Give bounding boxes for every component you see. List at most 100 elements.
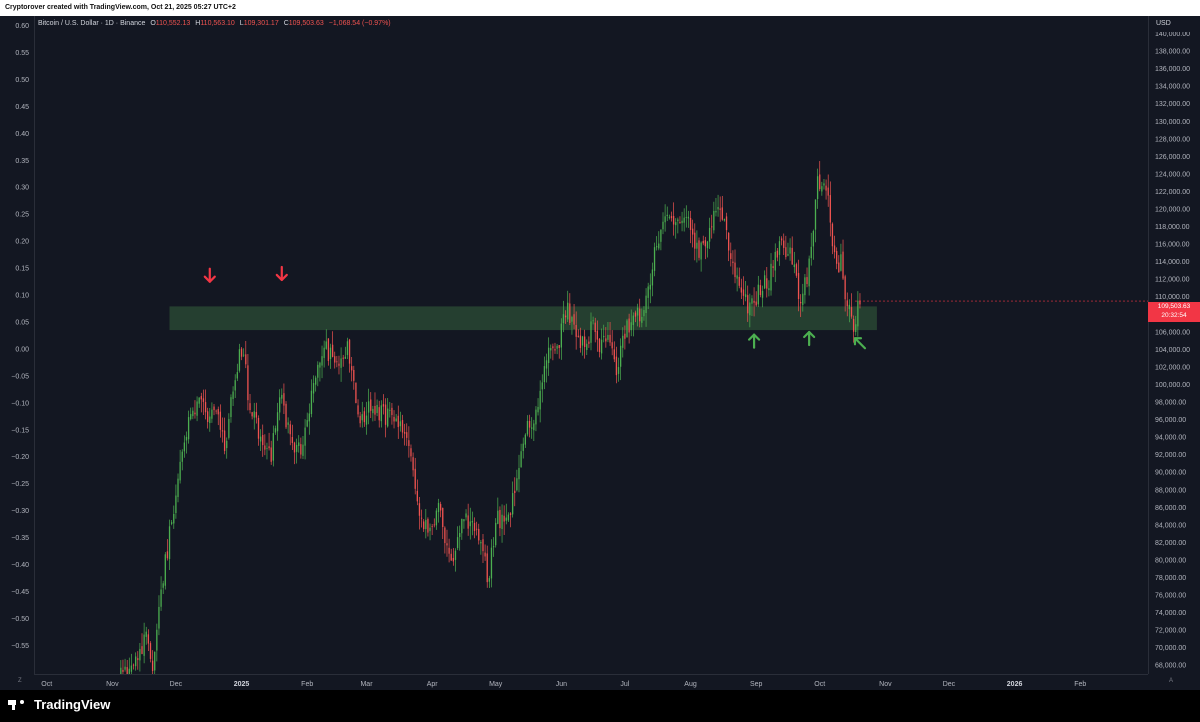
support-zone-rect[interactable] [169, 306, 877, 331]
candle-body [312, 383, 315, 394]
candle [194, 400, 196, 419]
candle-body [715, 210, 717, 213]
candle-body [789, 247, 791, 254]
candle [626, 318, 628, 338]
candle-body [270, 447, 272, 462]
right-price-axis[interactable]: USD 140,000.00 138,000.00 136,000.00 134,00… [1148, 16, 1200, 674]
candle-body [768, 288, 770, 291]
candle [537, 398, 539, 416]
candle [486, 545, 488, 588]
candle-body [755, 301, 757, 306]
candle [543, 356, 546, 390]
percent-scale-toggle[interactable]: Z [18, 678, 22, 684]
time-axis-label: 2025 [234, 681, 250, 688]
candle [685, 205, 687, 228]
candle-body [321, 356, 323, 366]
candle [429, 523, 431, 541]
legend-low-label: L [239, 20, 244, 27]
candle-body [721, 207, 723, 220]
candle [234, 374, 236, 399]
candle [609, 321, 611, 346]
candle-body [694, 232, 696, 249]
candle [812, 229, 815, 260]
candlestick-chart[interactable] [34, 16, 1148, 699]
time-axis[interactable]: Oct Nov Dec 2025 Feb Mar Apr May Jun Jul Aug Sep Oct… [34, 674, 1148, 691]
candle [594, 317, 596, 343]
price-chart-pane[interactable]: Bitcoin / U.S. Dollar · 1D · Binance O11… [34, 16, 1148, 699]
candle [567, 290, 569, 323]
candle [672, 202, 675, 236]
candle [579, 327, 582, 353]
price-axis-label: 112,000.00 [1155, 277, 1190, 284]
candle [433, 518, 435, 528]
price-axis-label: 102,000.00 [1155, 364, 1190, 371]
candle [158, 595, 160, 636]
candle-body [706, 241, 709, 249]
left-percent-axis[interactable]: 0.60 0.55 0.50 0.45 0.40 0.35 0.30 0.25 0.20 0.15… [0, 16, 35, 674]
candle [431, 524, 433, 536]
candle-body [797, 273, 800, 299]
candle [744, 280, 747, 302]
auto-scale-toggle[interactable]: A [1169, 678, 1174, 684]
candle-body [450, 553, 452, 561]
candle [137, 651, 139, 670]
symbol-legend[interactable]: Bitcoin / U.S. Dollar · 1D · Binance O11… [38, 19, 391, 28]
candle [425, 508, 427, 539]
candle-body [372, 408, 374, 414]
candle-body [223, 430, 226, 451]
candle-body [509, 513, 512, 515]
candle [668, 214, 671, 220]
candle-body [723, 219, 726, 221]
candle [833, 235, 836, 259]
candle [556, 344, 558, 355]
price-axis-label: 104,000.00 [1155, 347, 1190, 354]
candle [761, 285, 764, 308]
candle-body [359, 415, 361, 424]
percent-axis-label: 0.45 [15, 104, 29, 111]
candle [600, 328, 603, 360]
up-arrow-icon[interactable] [747, 333, 761, 349]
candle-body [431, 526, 433, 527]
up-arrow-icon[interactable] [853, 337, 867, 350]
candle [838, 255, 840, 273]
price-axis-label: 68,000.00 [1155, 663, 1186, 670]
candle-body [619, 345, 622, 367]
candle-body [331, 344, 334, 357]
candle [518, 454, 520, 493]
candle [706, 240, 709, 258]
percent-axis-label: 0.10 [15, 293, 29, 300]
candle [357, 399, 359, 418]
candle-body [382, 404, 385, 407]
up-arrow-icon[interactable] [803, 330, 816, 347]
candle-body [560, 323, 563, 348]
candle-body [219, 411, 222, 430]
candle-body [696, 242, 698, 249]
candle [774, 243, 776, 283]
legend-high-value: 110,563.10 [200, 20, 235, 27]
candle [531, 417, 533, 439]
candle-body [647, 286, 649, 298]
candle-body [323, 347, 325, 358]
candle-body [649, 284, 651, 290]
candle-body [378, 407, 380, 421]
candle [842, 239, 844, 281]
candle-body [488, 578, 490, 582]
candle [564, 310, 567, 324]
price-axis-label: 110,000.00 [1155, 294, 1190, 301]
candle-body [334, 356, 336, 363]
candle-body [840, 254, 842, 271]
candle [533, 419, 535, 442]
candle-body [611, 342, 613, 349]
candle [522, 437, 524, 459]
candle [590, 312, 592, 351]
down-arrow-icon[interactable] [203, 267, 216, 283]
candle [776, 248, 779, 262]
current-price-value: 109,503.63 [1157, 303, 1191, 310]
candle-body [552, 346, 554, 349]
candle [418, 496, 421, 530]
down-arrow-icon[interactable] [275, 265, 288, 282]
currency-label[interactable]: USD [1150, 16, 1200, 32]
candle-body [687, 216, 690, 219]
candle-body [528, 420, 531, 428]
